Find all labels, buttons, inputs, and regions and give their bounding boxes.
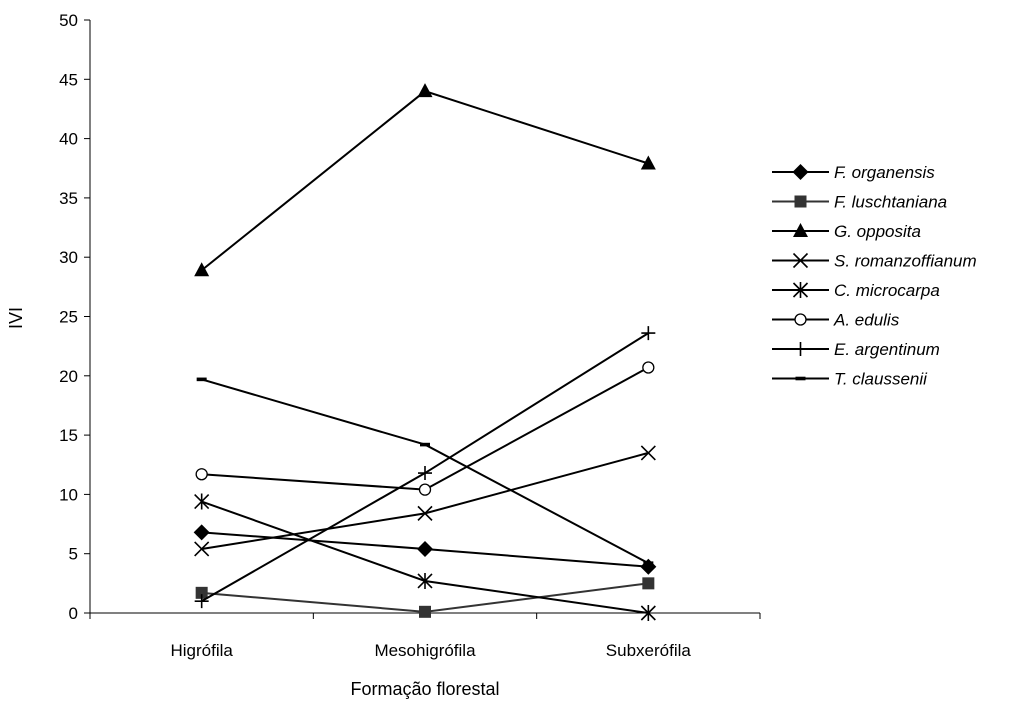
series-4: [194, 445, 656, 557]
data-point: [196, 377, 207, 382]
legend-label: C. microcarpa: [834, 281, 940, 300]
y-axis-title: IVI: [6, 307, 26, 329]
data-point: [194, 493, 210, 510]
series-line: [201, 500, 649, 614]
legend-marker: [794, 313, 807, 326]
y-ticks: 0 5 10 15 20 25 30 35 40 45 50: [59, 11, 90, 623]
y-tick-label: 35: [59, 189, 78, 208]
legend-item: T. claussenii: [772, 370, 928, 389]
data-point: [194, 541, 210, 557]
data-point: [417, 540, 433, 557]
series-5: [194, 493, 656, 621]
legend-label: F. luschtaniana: [834, 193, 947, 212]
series-1: [193, 524, 657, 575]
legend-label: A. edulis: [833, 311, 900, 330]
y-tick-label: 50: [59, 11, 78, 30]
x-ticks: Higrófila Mesohigrófila Subxerófila: [89, 613, 761, 660]
data-point: [194, 594, 209, 609]
legend-item: S. romanzoffianum: [772, 252, 977, 271]
data-point: [418, 466, 432, 481]
y-tick-label: 5: [69, 545, 78, 564]
series-7: [194, 326, 656, 609]
data-point: [195, 468, 208, 481]
data-point: [417, 83, 433, 98]
data-point: [642, 361, 655, 374]
legend-marker: [794, 195, 807, 208]
data-point: [418, 483, 432, 496]
data-point: [417, 572, 433, 589]
y-tick-label: 0: [69, 604, 78, 623]
series-line: [201, 90, 649, 272]
legend-item: C. microcarpa: [772, 281, 940, 300]
data-point: [194, 262, 210, 277]
legend-marker: [793, 342, 808, 356]
legend-item: A. edulis: [772, 311, 900, 330]
data-point: [419, 605, 431, 618]
y-tick-label: 20: [59, 367, 78, 386]
data-point: [641, 326, 656, 341]
legend-item: E. argentinum: [772, 340, 940, 359]
y-tick-label: 45: [59, 70, 78, 89]
legend-label: G. opposita: [834, 222, 921, 241]
data-point: [643, 561, 654, 565]
series-3: [194, 83, 656, 277]
legend: F. organensis F. luschtaniana G. opposita S…: [772, 163, 977, 389]
x-tick-label: Subxerófila: [606, 641, 692, 660]
legend-label: S. romanzoffianum: [834, 252, 977, 271]
data-point: [417, 505, 433, 521]
legend-label: F. organensis: [834, 163, 935, 182]
legend-marker: [792, 164, 809, 180]
series-layer: [193, 83, 657, 621]
x-tick-label: Higrófila: [170, 641, 233, 660]
legend-marker: [792, 252, 809, 269]
y-tick-label: 40: [59, 130, 78, 149]
x-axis-title: Formação florestal: [350, 679, 499, 699]
legend-label: E. argentinum: [834, 340, 940, 359]
series-2: [195, 577, 655, 618]
data-point: [640, 605, 656, 621]
y-tick-label: 30: [59, 248, 78, 267]
legend-marker: [793, 223, 808, 237]
y-tick-label: 25: [59, 308, 78, 327]
data-point: [195, 586, 208, 599]
y-tick-label: 15: [59, 426, 78, 445]
series-8: [196, 377, 654, 565]
x-tick-label: Mesohigrófila: [374, 641, 476, 660]
data-point: [640, 155, 656, 170]
data-point: [640, 445, 656, 461]
legend-marker: [792, 282, 809, 298]
series-6: [195, 361, 655, 496]
legend-item: F. organensis: [772, 163, 935, 182]
legend-item: G. opposita: [772, 222, 921, 241]
legend-label: T. claussenii: [834, 370, 928, 389]
legend-marker: [795, 376, 806, 381]
data-point: [420, 442, 430, 447]
y-tick-label: 10: [59, 485, 78, 504]
data-point: [193, 524, 210, 541]
axes: [89, 20, 760, 614]
data-point: [642, 577, 655, 590]
legend-item: F. luschtaniana: [772, 193, 947, 212]
